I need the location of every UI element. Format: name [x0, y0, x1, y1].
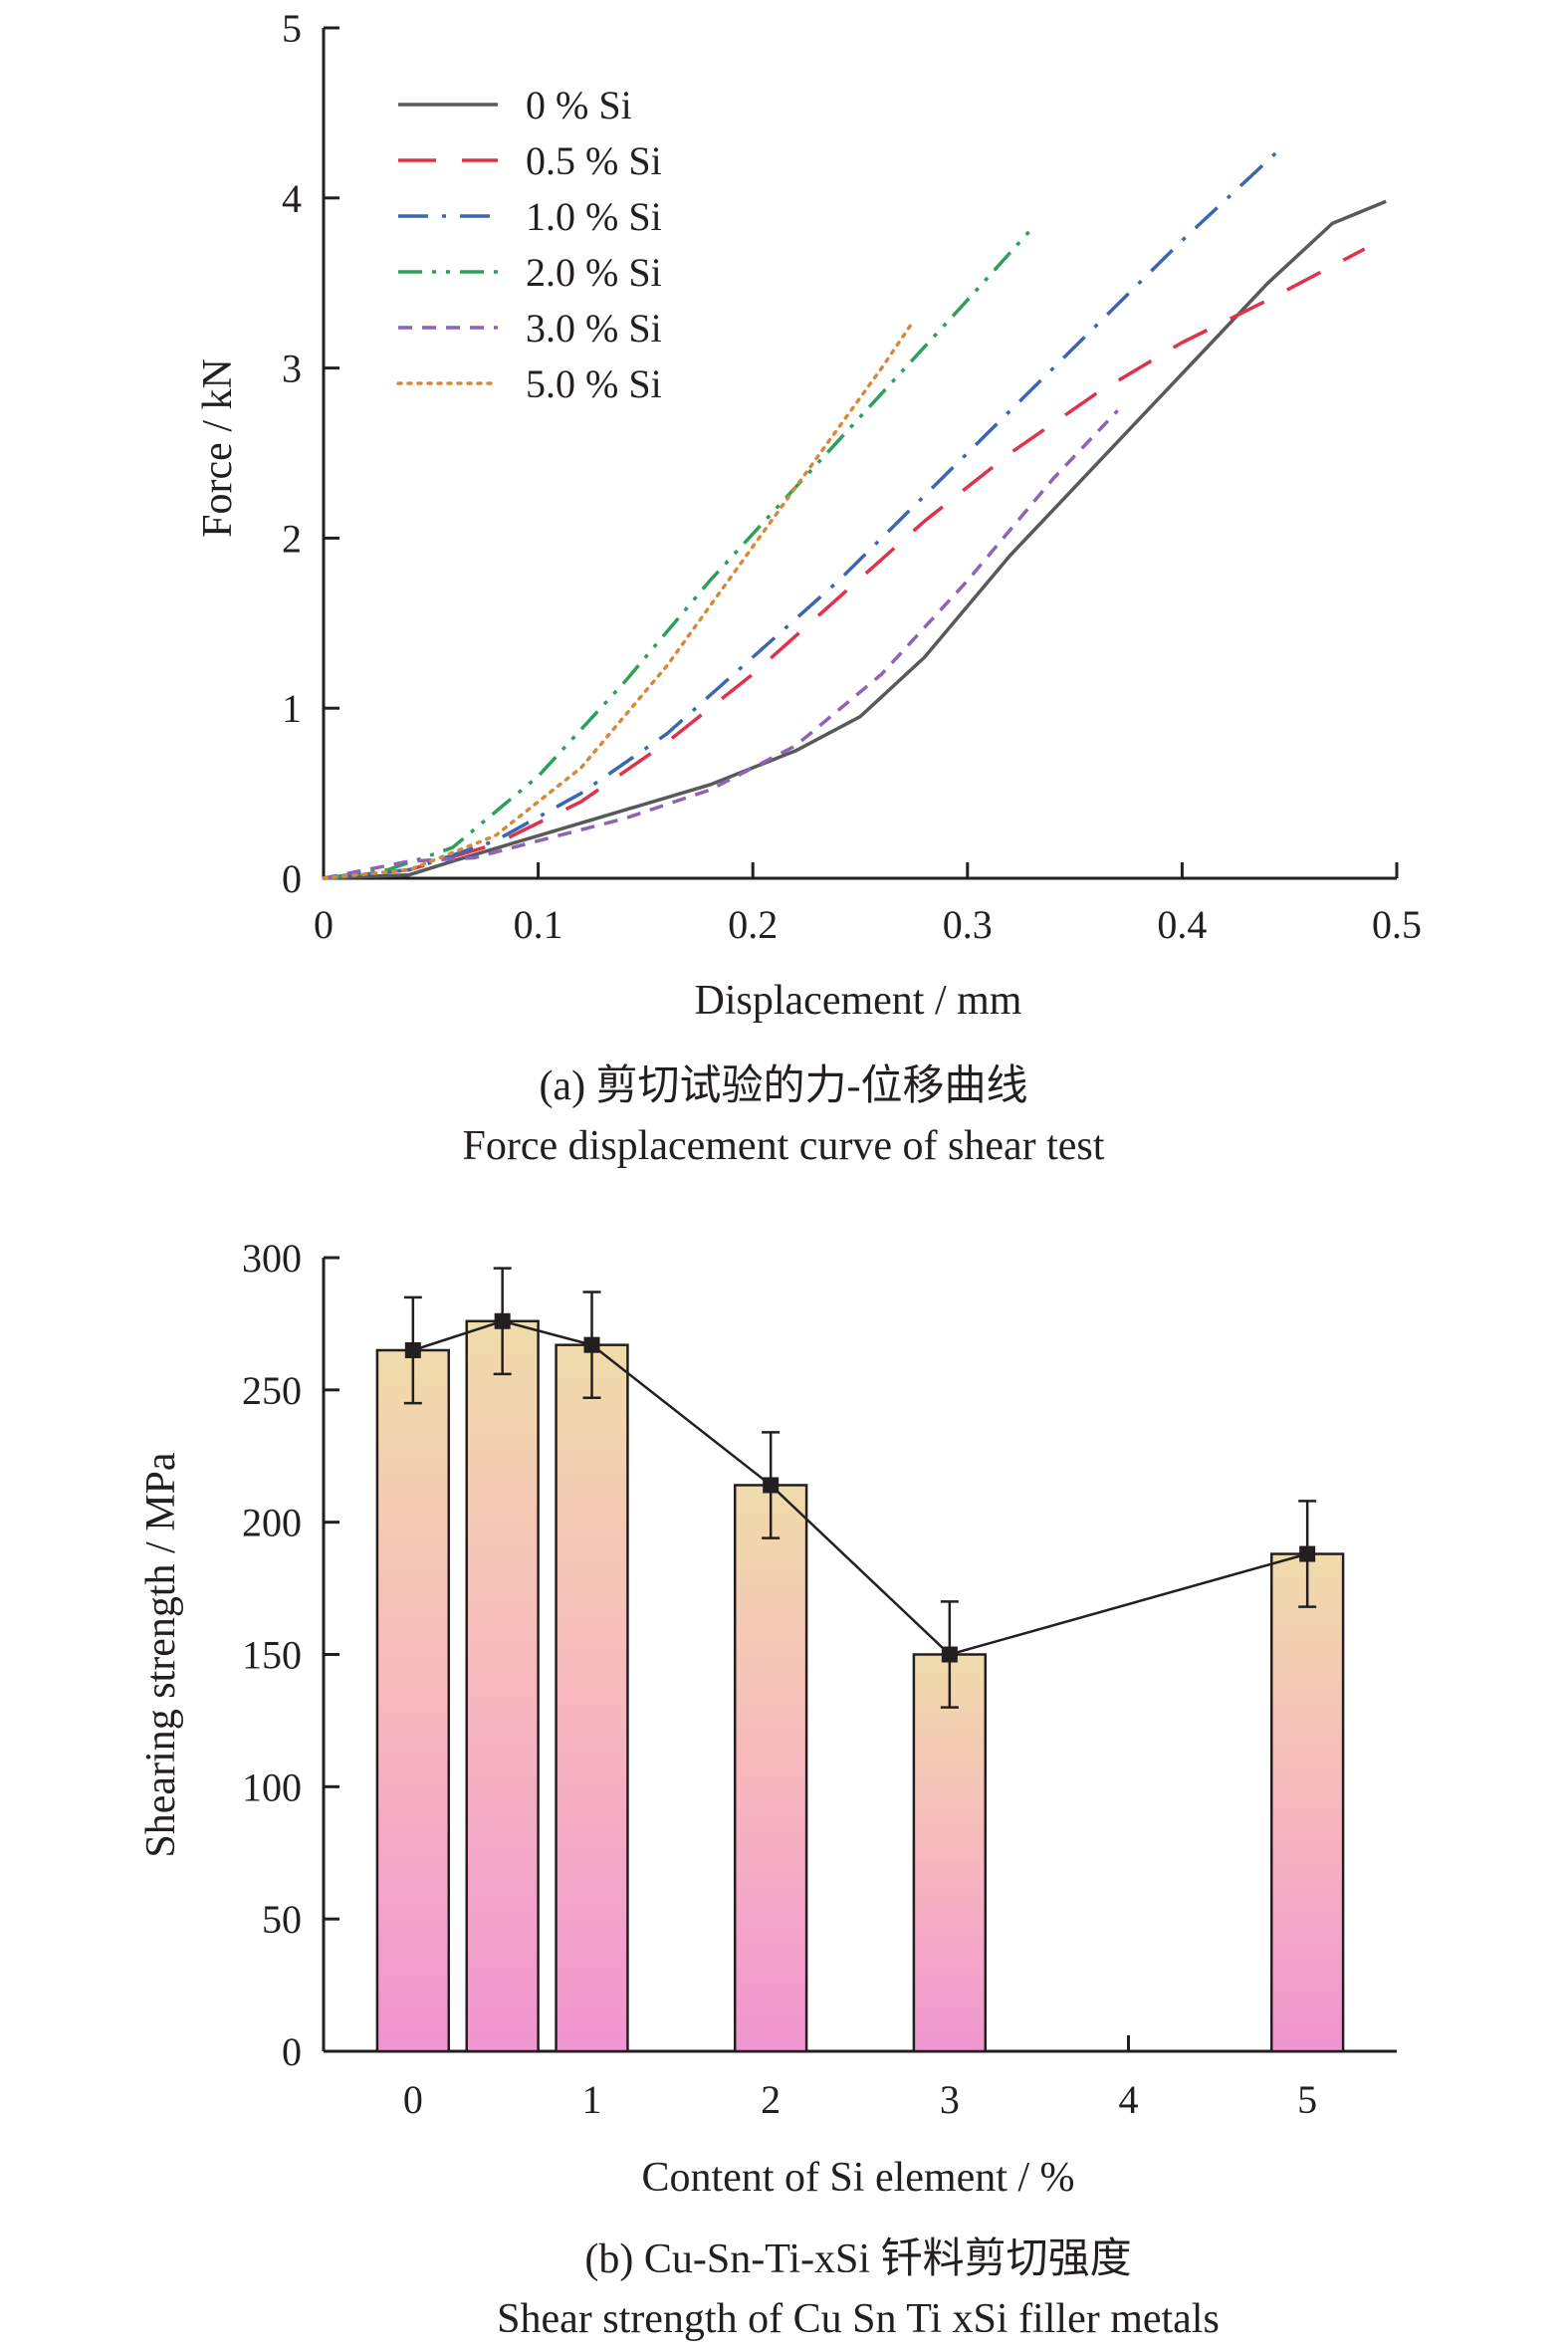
- legend-label-5: 5.0 % Si: [526, 361, 662, 406]
- bar-3: [733, 1484, 808, 2053]
- chart-a-y-tick-label: 5: [282, 6, 302, 51]
- chart-a-y-tick-label: 3: [282, 347, 302, 391]
- series-line-1: [323, 247, 1366, 880]
- bar-4: [912, 1653, 988, 2053]
- series-line-5: [322, 319, 916, 880]
- trend-line: [412, 1319, 1308, 1656]
- chart-b-trend-line: [403, 1267, 1317, 1709]
- series-line-0: [323, 199, 1387, 880]
- chart-b-y-tick-label: 50: [262, 1897, 302, 1942]
- data-marker-5: [1299, 1545, 1316, 1562]
- chart-a-x-tick-label: 0: [314, 902, 334, 947]
- data-marker-4: [941, 1646, 958, 1663]
- chart-a-y-tick-label: 1: [282, 686, 302, 731]
- chart-a-x-ticks: 0 0.1 0.2 0.3 0.4 0.5: [314, 862, 1422, 947]
- panel-a-caption-cn: (a) 剪切试验的力-位移曲线: [539, 1062, 1027, 1109]
- chart-a-x-tick-label: 0.5: [1372, 902, 1422, 947]
- chart-a-y-tick-label: 0: [282, 856, 302, 901]
- legend-label-2: 1.0 % Si: [526, 194, 662, 239]
- shear-strength-chart: 0 1 2 3 4 5 0 50 100 150 200 250 300 Content of Si …: [138, 1236, 1397, 2342]
- chart-b-y-tick-label: 250: [242, 1368, 302, 1413]
- panel-b-caption-en: Shear strength of Cu Sn Ti xSi filler me…: [497, 2296, 1220, 2342]
- chart-b-x-tick-label: 0: [403, 2077, 423, 2122]
- chart-b-y-tick-label: 150: [242, 1633, 302, 1678]
- chart-b-x-tick-label: 4: [1119, 2077, 1139, 2122]
- chart-a-y-tick-label: 2: [282, 516, 302, 561]
- chart-a-y-axis-title: Force / kN: [195, 358, 241, 538]
- chart-a-series: [322, 148, 1387, 880]
- data-marker-0: [404, 1341, 421, 1358]
- chart-b-x-ticks: 0 1 2 3 4 5: [403, 2035, 1317, 2122]
- panel-a-caption-en: Force displacement curve of shear test: [463, 1123, 1105, 1169]
- chart-a-x-tick-label: 0.4: [1157, 902, 1207, 947]
- series-line-3: [323, 227, 1033, 880]
- chart-b-y-tick-label: 100: [242, 1764, 302, 1809]
- chart-b-x-tick-label: 1: [582, 2077, 602, 2122]
- force-displacement-chart: 0 0.1 0.2 0.3 0.4 0.5 0 1 2 3 4 5 0 % Si 0.5 % Si 1.…: [195, 6, 1422, 1169]
- data-marker-2: [583, 1336, 600, 1353]
- chart-a-y-ticks: 0 1 2 3 4 5: [282, 6, 339, 901]
- chart-b-x-axis-title: Content of Si element / %: [641, 2155, 1074, 2201]
- chart-a-legend: 0 % Si 0.5 % Si 1.0 % Si 2.0 % Si 3.0 % Si 5.…: [396, 83, 662, 406]
- legend-label-3: 2.0 % Si: [526, 250, 662, 295]
- chart-b-y-tick-label: 0: [282, 2029, 302, 2074]
- data-marker-1: [494, 1312, 511, 1329]
- legend-label-1: 0.5 % Si: [526, 138, 662, 183]
- chart-a-x-tick-label: 0.1: [514, 902, 563, 947]
- chart-b-x-tick-label: 2: [761, 2077, 781, 2122]
- chart-a-x-tick-label: 0.3: [943, 902, 993, 947]
- chart-b-x-tick-label: 3: [940, 2077, 960, 2122]
- chart-b-y-ticks: 0 50 100 150 200 250 300: [242, 1236, 339, 2074]
- chart-b-y-axis-title: Shearing strength / MPa: [138, 1452, 184, 1857]
- data-marker-3: [763, 1477, 780, 1494]
- chart-b-y-tick-label: 300: [242, 1236, 302, 1281]
- series-line-2: [323, 148, 1280, 880]
- legend-label-0: 0 % Si: [526, 83, 632, 127]
- bar-2: [555, 1343, 629, 2053]
- chart-b-y-tick-label: 200: [242, 1501, 302, 1545]
- chart-a-axes: [322, 28, 1397, 880]
- chart-a-x-axis-title: Displacement / mm: [695, 978, 1022, 1024]
- panel-b-caption-cn: (b) Cu-Sn-Ti-xSi 钎料剪切强度: [584, 2236, 1131, 2282]
- series-line-4: [323, 409, 1119, 880]
- bar-0: [375, 1348, 451, 2053]
- chart-a-x-tick-label: 0.2: [728, 902, 778, 947]
- chart-b-bars: [375, 1319, 1345, 2053]
- chart-a-y-tick-label: 4: [282, 176, 302, 221]
- legend-label-4: 3.0 % Si: [526, 306, 662, 351]
- bar-1: [465, 1319, 540, 2053]
- chart-b-x-tick-label: 5: [1297, 2077, 1317, 2122]
- bar-5: [1269, 1552, 1345, 2053]
